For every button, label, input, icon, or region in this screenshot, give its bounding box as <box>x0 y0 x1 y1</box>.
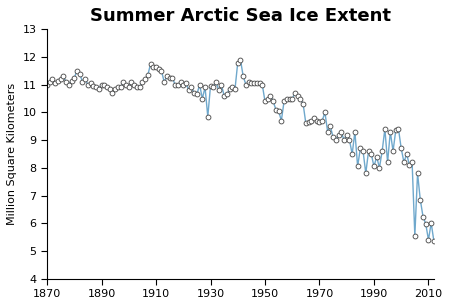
Y-axis label: Million Square Kilometers: Million Square Kilometers <box>7 83 17 225</box>
Title: Summer Arctic Sea Ice Extent: Summer Arctic Sea Ice Extent <box>90 7 391 25</box>
